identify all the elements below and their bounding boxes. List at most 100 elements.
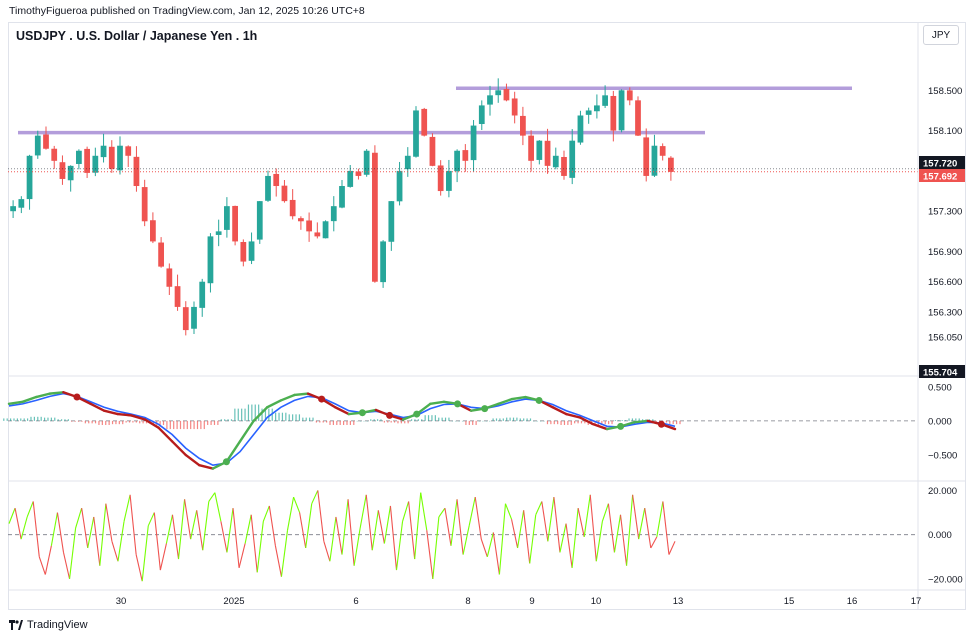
publisher-line: TimothyFigueroa published on TradingView… (9, 5, 365, 17)
osc1-cross-marker (535, 396, 543, 404)
price-label-text: 155.704 (923, 368, 958, 379)
osc1-fast-line-segment (565, 412, 582, 419)
candle-body (520, 115, 526, 136)
candle-body (150, 220, 156, 242)
osc1-histogram-bar (169, 420, 171, 430)
time-tick-label: 17 (911, 596, 922, 607)
osc1-fast-line-segment (48, 391, 65, 395)
osc1-histogram-bar (241, 408, 243, 421)
osc1-histogram-bar (601, 420, 603, 425)
candle-body (232, 205, 238, 242)
candle-body (569, 140, 576, 178)
osc1-histogram-bar (203, 420, 205, 430)
osc1-histogram-bar (512, 417, 515, 421)
osc1-histogram-bar (478, 420, 481, 422)
osc2-line-segment (559, 523, 567, 553)
osc1-fast-line-segment (279, 393, 296, 402)
candle-body (618, 90, 625, 131)
osc1-histogram-bar (410, 419, 413, 421)
osc1-fast-line-segment (198, 463, 215, 470)
candle-body (388, 201, 395, 242)
osc1-histogram-bar (390, 420, 392, 423)
osc1-fast-line-segment (334, 406, 350, 416)
osc1-histogram-bar (499, 418, 501, 421)
osc2-line-segment (226, 508, 234, 553)
osc2-line-segment (626, 494, 634, 566)
osc1-histogram-bar (336, 420, 338, 425)
osc2-line-segment (286, 496, 295, 531)
osc2-line-segment (99, 503, 107, 566)
osc1-histogram-bar (118, 420, 120, 425)
osc1-histogram-bar (275, 412, 277, 421)
osc1-cross-marker (222, 458, 230, 466)
candle-body (643, 137, 650, 176)
candle-body (256, 201, 263, 240)
osc1-histogram-bar (302, 417, 304, 421)
osc1-histogram-bar (346, 420, 348, 425)
osc2-line-segment (504, 503, 513, 520)
osc1-histogram-bar (128, 420, 131, 423)
osc1-histogram-bar (271, 408, 273, 421)
osc1-fast-line-segment (497, 397, 514, 406)
oscillator-pane-2 (8, 490, 918, 582)
currency-button[interactable]: JPY (923, 25, 959, 45)
candle-body (503, 88, 510, 101)
osc1-tick-label: 0.500 (928, 382, 952, 393)
candle-body (552, 155, 559, 168)
osc1-histogram-bar (397, 420, 399, 424)
osc2-line-segment (311, 490, 319, 504)
candle-body (437, 165, 444, 192)
osc2-line-segment (335, 516, 343, 555)
osc1-histogram-bar (417, 419, 419, 421)
osc1-histogram-bar (91, 420, 93, 424)
candle-body (659, 146, 666, 156)
osc2-line-segment (329, 516, 337, 562)
osc1-histogram-bar (159, 420, 161, 425)
osc1-cross-marker (318, 395, 326, 403)
osc1-histogram-bar (475, 420, 477, 425)
price-tick-label: 156.600 (928, 277, 962, 288)
osc2-tick-label: 20.000 (928, 486, 957, 497)
osc1-histogram-bar (173, 420, 175, 430)
osc1-histogram-bar (111, 420, 114, 425)
osc1-fast-line-segment (592, 423, 609, 431)
symbol-title[interactable]: USDJPY . U.S. Dollar / Japanese Yen . 1h (16, 29, 258, 43)
osc2-line-segment (377, 510, 385, 544)
osc2-line-segment (444, 508, 452, 546)
osc2-line-segment (438, 507, 446, 518)
osc1-histogram-bar (142, 420, 144, 424)
osc1-histogram-bar (179, 420, 182, 430)
osc1-histogram-bar (366, 420, 368, 422)
osc1-histogram-bar (489, 420, 491, 422)
osc1-histogram-bar (220, 419, 222, 421)
candle-body (561, 156, 567, 176)
osc2-line-segment (414, 492, 422, 560)
osc2-line-segment (523, 510, 531, 564)
osc1-histogram-bar (424, 415, 426, 421)
osc2-line-segment (32, 501, 40, 557)
osc2-line-segment (619, 514, 628, 566)
osc2-line-segment (365, 494, 373, 551)
osc2-line-segment (668, 541, 676, 555)
osc1-histogram-bar (33, 416, 35, 421)
osc1-histogram-bar (455, 420, 457, 422)
candle-body (372, 152, 378, 282)
osc1-cross-marker (386, 411, 394, 419)
osc1-histogram-bar (326, 420, 328, 423)
osc1-histogram-bar (614, 420, 617, 421)
osc1-histogram-bar (278, 412, 280, 421)
candle-body (166, 268, 173, 287)
osc2-line-segment (408, 501, 416, 560)
candle-body (470, 125, 477, 161)
osc1-histogram-bar (441, 417, 443, 421)
osc1-histogram-bar (37, 416, 39, 421)
osc2-line-segment (510, 519, 519, 549)
osc1-cross-marker (358, 409, 366, 417)
osc1-histogram-bar (210, 420, 212, 425)
price-tick-label: 158.100 (928, 126, 962, 137)
candle-body (273, 173, 280, 187)
tradingview-logo[interactable]: TradingView (9, 619, 88, 631)
candle-body (330, 206, 337, 222)
osc1-fast-line-segment (21, 395, 38, 404)
